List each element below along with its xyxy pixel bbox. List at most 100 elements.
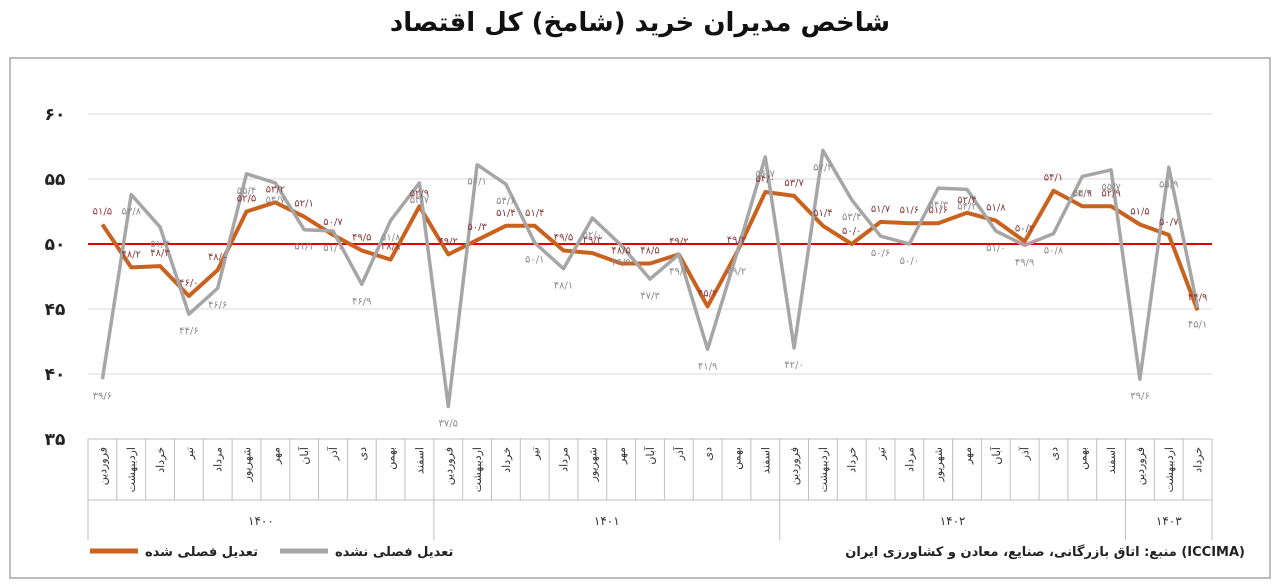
source-note: منبع: اتاق بازرگانی، صنایع، معادن و کشاو…	[845, 544, 1245, 560]
data-label: ۵۱/۵	[93, 207, 112, 218]
x-tick-label: آذر	[672, 446, 686, 461]
data-label: ۵۳/۷	[784, 178, 804, 189]
x-tick-label: مهر	[615, 447, 628, 465]
data-label: ۵۶/۱	[467, 177, 486, 188]
x-tick-label: اردیبهشت	[817, 447, 830, 492]
data-label: ۴۶/۶	[208, 300, 227, 311]
data-label: ۴۸/۰	[208, 252, 227, 263]
x-tick-label: اسفند	[1105, 447, 1118, 474]
x-tick-label: خرداد	[500, 447, 513, 473]
data-label: ۴۸/۵	[611, 246, 630, 257]
data-label: ۴۹/۳	[583, 235, 603, 246]
x-tick-label: مرداد	[558, 447, 571, 472]
data-label: ۵۰/۸	[1044, 246, 1064, 257]
chart-title: شاخص مدیران خرید (شامخ) کل اقتصاد	[389, 8, 891, 38]
data-label: ۵۴/۱	[1044, 173, 1063, 184]
data-label: ۵۱/۶	[928, 205, 947, 216]
data-label: ۳۹/۶	[93, 391, 112, 402]
x-tick-label: خرداد	[154, 447, 167, 473]
y-tick-label: ۴۵	[45, 300, 66, 320]
data-label: ۴۹/۲	[669, 236, 688, 247]
data-label: ۵۰/۱	[525, 255, 544, 266]
data-label: ۵۱/۵	[1130, 207, 1149, 218]
data-label: ۵۱/۴	[496, 208, 515, 219]
legend-label: تعدیل فصلی شده	[145, 545, 258, 560]
data-label: ۵۱/۷	[871, 204, 891, 215]
data-label: ۵۱/۶	[900, 205, 919, 216]
x-tick-label: فروردین	[788, 447, 801, 485]
x-tick-label: آذر	[326, 446, 340, 461]
data-label: ۴۵/۲	[698, 288, 717, 299]
data-label: ۳۷/۵	[439, 419, 458, 430]
x-tick-label: آبان	[989, 446, 1003, 464]
data-label: ۴۴/۹	[1188, 292, 1207, 303]
data-label: ۵۵/۴	[237, 186, 256, 197]
data-label: ۴۸/۳	[150, 248, 170, 259]
data-label: ۵۴/۶	[496, 196, 515, 207]
legend-label: تعدیل فصلی نشده	[335, 545, 453, 560]
x-tick-label: دی	[702, 447, 715, 461]
data-label: ۵۲/۴	[957, 195, 976, 206]
data-label: ۵۷/۲	[813, 162, 832, 173]
data-label: ۴۹/۹	[611, 257, 630, 268]
data-label: ۵۲/۹	[410, 188, 429, 199]
x-tick-label: مهر	[269, 447, 282, 465]
x-tick-label: شهریور	[932, 447, 945, 482]
x-tick-label: آذر	[1018, 446, 1032, 461]
series-line	[100, 188, 1200, 312]
data-label: ۵۲/۵	[237, 194, 256, 205]
data-label: ۴۶/۰	[179, 278, 198, 289]
data-label: ۵۲/۹	[1073, 188, 1092, 199]
x-tick-label: بهمن	[1076, 447, 1089, 470]
data-label: ۵۱/۰	[323, 243, 342, 254]
data-label: ۵۵/۲	[1073, 188, 1092, 199]
x-tick-label: اردیبهشت	[125, 447, 138, 492]
data-label: ۵۳/۴	[842, 212, 861, 223]
data-label: ۵۴/۷	[410, 195, 430, 206]
data-label: ۵۱/۰	[986, 243, 1005, 254]
x-tick-label: فروردین	[96, 447, 109, 485]
x-tick-label: خرداد	[1192, 447, 1205, 473]
data-label: ۴۵/۱	[1188, 320, 1207, 331]
x-tick-label: فروردین	[442, 447, 455, 485]
x-tick-label: مهر	[961, 447, 974, 465]
data-label: ۵۱/۸	[986, 203, 1006, 214]
data-label: ۴۹/۵	[352, 233, 371, 244]
data-label: ۴۸/۱	[554, 281, 573, 292]
data-label: ۵۶/۷	[756, 169, 776, 180]
data-label: ۵۰/۰	[900, 256, 919, 267]
data-label: ۴۹/۳	[727, 235, 747, 246]
x-tick-label: خرداد	[846, 447, 859, 473]
data-label: ۴۸/۵	[640, 246, 659, 257]
y-tick-label: ۵۵	[45, 170, 66, 190]
data-label: ۴۶/۹	[352, 296, 371, 307]
x-tick-label: تیر	[529, 447, 542, 460]
data-label: ۴۸/۲	[121, 249, 140, 260]
y-tick-label: ۴۰	[45, 365, 66, 385]
x-tick-label: اردیبهشت	[1163, 447, 1176, 492]
x-tick-label: فروردین	[1134, 447, 1147, 485]
data-label: ۵۳/۲	[266, 184, 285, 195]
y-tick-label: ۵۰	[45, 235, 66, 255]
data-label: ۵۵/۷	[1101, 182, 1121, 193]
data-label: ۴۷/۳	[640, 291, 660, 302]
x-tick-label: اردیبهشت	[471, 447, 484, 492]
x-tick-label: آبان	[297, 446, 311, 464]
group-label: ۱۴۰۰	[248, 514, 274, 528]
x-tick-label: دی	[1047, 447, 1060, 461]
data-label: ۵۲/۰	[583, 230, 602, 241]
data-label: ۵۲/۱	[294, 199, 313, 210]
x-tick-label: دی	[356, 447, 369, 461]
data-label: ۴۲/۰	[784, 360, 803, 371]
x-tick-label: بهمن	[385, 447, 398, 470]
data-label: ۴۹/۹	[1015, 257, 1034, 268]
x-tick-label: تیر	[183, 447, 196, 460]
data-label: ۵۱/۸	[381, 233, 401, 244]
x-tick-label: اسفند	[759, 447, 772, 474]
frame	[9, 57, 1271, 579]
data-label: ۴۹/۲	[669, 266, 688, 277]
data-label: ۵۰/۶	[871, 248, 890, 259]
x-tick-label: اسفند	[413, 447, 426, 474]
